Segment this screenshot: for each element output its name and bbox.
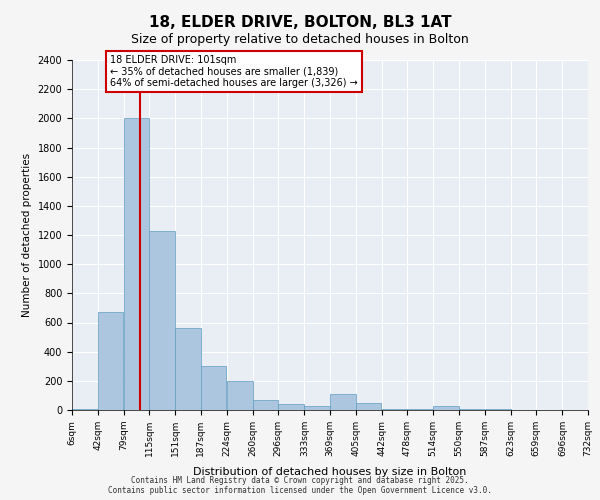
Bar	[149, 230, 175, 410]
Bar	[253, 400, 278, 410]
Bar	[200, 366, 226, 410]
Bar	[72, 408, 98, 410]
Bar	[433, 406, 458, 410]
Bar	[124, 118, 149, 410]
Bar	[382, 408, 407, 410]
Text: Contains HM Land Registry data © Crown copyright and database right 2025.
Contai: Contains HM Land Registry data © Crown c…	[108, 476, 492, 495]
Bar	[356, 402, 381, 410]
Bar	[278, 404, 304, 410]
Bar	[458, 408, 484, 410]
Text: 18 ELDER DRIVE: 101sqm
← 35% of detached houses are smaller (1,839)
64% of semi-: 18 ELDER DRIVE: 101sqm ← 35% of detached…	[110, 55, 358, 88]
Bar	[98, 312, 123, 410]
Text: Size of property relative to detached houses in Bolton: Size of property relative to detached ho…	[131, 32, 469, 46]
Bar	[227, 381, 253, 410]
Bar	[304, 406, 330, 410]
Bar	[330, 394, 356, 410]
Y-axis label: Number of detached properties: Number of detached properties	[22, 153, 32, 317]
Text: 18, ELDER DRIVE, BOLTON, BL3 1AT: 18, ELDER DRIVE, BOLTON, BL3 1AT	[149, 15, 451, 30]
X-axis label: Distribution of detached houses by size in Bolton: Distribution of detached houses by size …	[193, 467, 467, 477]
Bar	[175, 328, 200, 410]
